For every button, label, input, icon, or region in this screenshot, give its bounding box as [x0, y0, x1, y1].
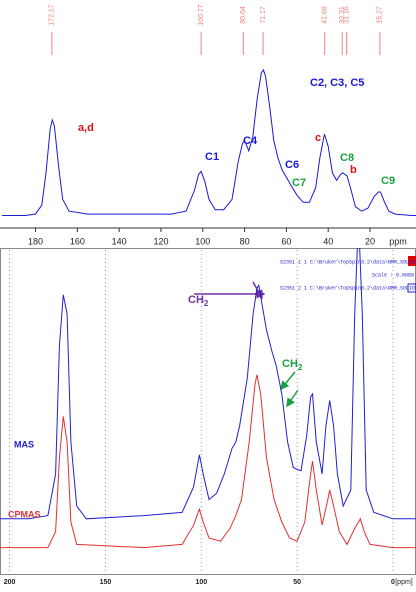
peak-label: 41.68 — [322, 6, 329, 24]
annotation: C6 — [285, 159, 299, 171]
x-tick-label: 160 — [70, 236, 85, 246]
annotation-text: C1 — [205, 151, 219, 163]
arrow — [286, 389, 299, 408]
x-tick-label: 200 — [4, 579, 16, 586]
annotation-text: C6 — [285, 159, 299, 171]
annotation-text: a,d — [78, 122, 94, 134]
annotation-text: CH — [282, 358, 298, 370]
annotation-text: c — [315, 132, 321, 144]
annotation: C4 — [243, 135, 258, 147]
x-tick-label: 150 — [100, 579, 112, 586]
arrow — [280, 371, 296, 391]
annotation-text: C9 — [381, 175, 395, 187]
peak-label: 172.17 — [49, 4, 56, 26]
annotation: C9 — [381, 175, 395, 187]
x-tick-label: 60 — [281, 236, 291, 246]
legend-label: CPMAS — [8, 509, 41, 519]
x-tick-label: 120 — [153, 236, 168, 246]
peak-label: 33.31 — [339, 6, 346, 24]
x-tick-label: 180 — [28, 236, 43, 246]
annotation-text: C2, C3, C5 — [310, 77, 364, 89]
peak-label: 71.17 — [260, 6, 267, 24]
annotation-text: b — [350, 164, 357, 176]
spectrum-line — [0, 248, 416, 520]
peak-label: 31.16 — [344, 6, 351, 24]
annotation: c — [315, 132, 321, 144]
peak-label: 100.77 — [198, 4, 205, 26]
annotation-text: C4 — [243, 135, 258, 147]
x-tick-label: 20 — [365, 236, 375, 246]
annotation-text: C7 — [292, 177, 306, 189]
annotation-text: C8 — [340, 152, 354, 164]
annotation: C1 — [205, 151, 219, 163]
annotation: C8 — [340, 152, 354, 164]
annotation-sub: 2 — [298, 363, 303, 372]
header-text: S2351 2 1 C:\Bruker\TopSpin3.2\data\NMR_… — [280, 285, 416, 291]
peak-label: 80.64 — [240, 6, 247, 24]
x-tick-label: 100 — [195, 236, 210, 246]
header-text: Scale : 0.0889 — [372, 272, 414, 278]
legend-label: MAS — [14, 439, 34, 449]
spectrum-line — [0, 374, 416, 549]
peak-label: 15.27 — [377, 6, 384, 24]
spectrum-line — [2, 68, 416, 216]
annotation-text: CH — [188, 294, 204, 306]
annotation: C7 — [292, 177, 306, 189]
annotation: CH2 — [188, 294, 209, 308]
x-tick-label: 80 — [240, 236, 250, 246]
x-tick-label: 140 — [112, 236, 127, 246]
x-tick-label: 50 — [293, 579, 301, 586]
annotation-sub: 2 — [204, 299, 209, 308]
annotation: CH2 — [282, 358, 303, 372]
x-tick-label: 100 — [195, 579, 207, 586]
x-tick-label: 0 — [391, 579, 395, 586]
annotation: a,d — [78, 122, 94, 134]
axis-unit: ppm — [389, 236, 407, 246]
annotation: C2, C3, C5 — [310, 77, 364, 89]
annotation: b — [350, 164, 357, 176]
header-text: S2351 1 1 C:\Bruker\TopSpin3.2\data\NMR_… — [280, 259, 416, 265]
x-tick-label: 40 — [323, 236, 333, 246]
marker-box — [408, 256, 416, 266]
axis-unit: [ppm] — [395, 579, 413, 586]
marker-box — [407, 283, 416, 293]
